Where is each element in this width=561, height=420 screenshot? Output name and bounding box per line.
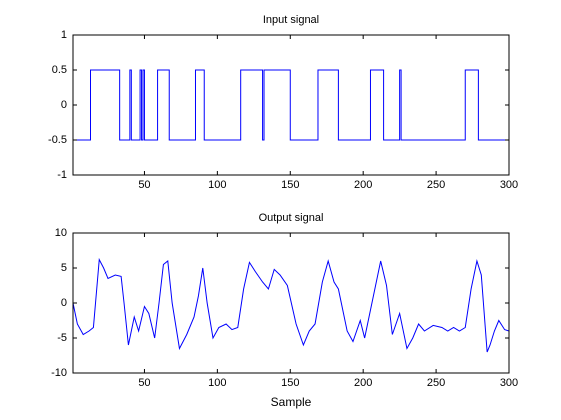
y-tick-label: -0.5 xyxy=(48,134,67,146)
x-tick-label: 50 xyxy=(138,377,150,389)
x-tick-label: 50 xyxy=(138,179,150,191)
x-tick-label: 300 xyxy=(500,377,518,389)
x-tick-label: 250 xyxy=(427,377,445,389)
x-tick-label: 100 xyxy=(208,377,226,389)
signal-line xyxy=(73,69,509,141)
x-tick-label: 200 xyxy=(354,377,372,389)
y-tick-label: 1 xyxy=(61,29,67,41)
y-tick-label: -1 xyxy=(57,169,67,181)
x-tick-label: 150 xyxy=(281,377,299,389)
x-tick-label: 150 xyxy=(281,179,299,191)
x-tick-label: 250 xyxy=(427,179,445,191)
x-tick-label: 200 xyxy=(354,179,372,191)
chart-title: Output signal xyxy=(259,212,324,224)
x-tick-label: 300 xyxy=(500,179,518,191)
y-tick-label: 0 xyxy=(61,297,67,309)
y-tick-label: -5 xyxy=(57,332,67,344)
x-tick-label: 100 xyxy=(208,179,226,191)
y-tick-label: 10 xyxy=(55,227,67,239)
signal-line xyxy=(73,257,509,353)
y-tick-label: 0.5 xyxy=(52,64,67,76)
y-tick-label: -10 xyxy=(51,367,67,379)
chart-title: Input signal xyxy=(263,14,319,26)
y-tick-label: 0 xyxy=(61,99,67,111)
y-tick-label: 5 xyxy=(61,262,67,274)
x-axis-label: Sample xyxy=(271,395,312,409)
axes-background xyxy=(73,35,509,175)
